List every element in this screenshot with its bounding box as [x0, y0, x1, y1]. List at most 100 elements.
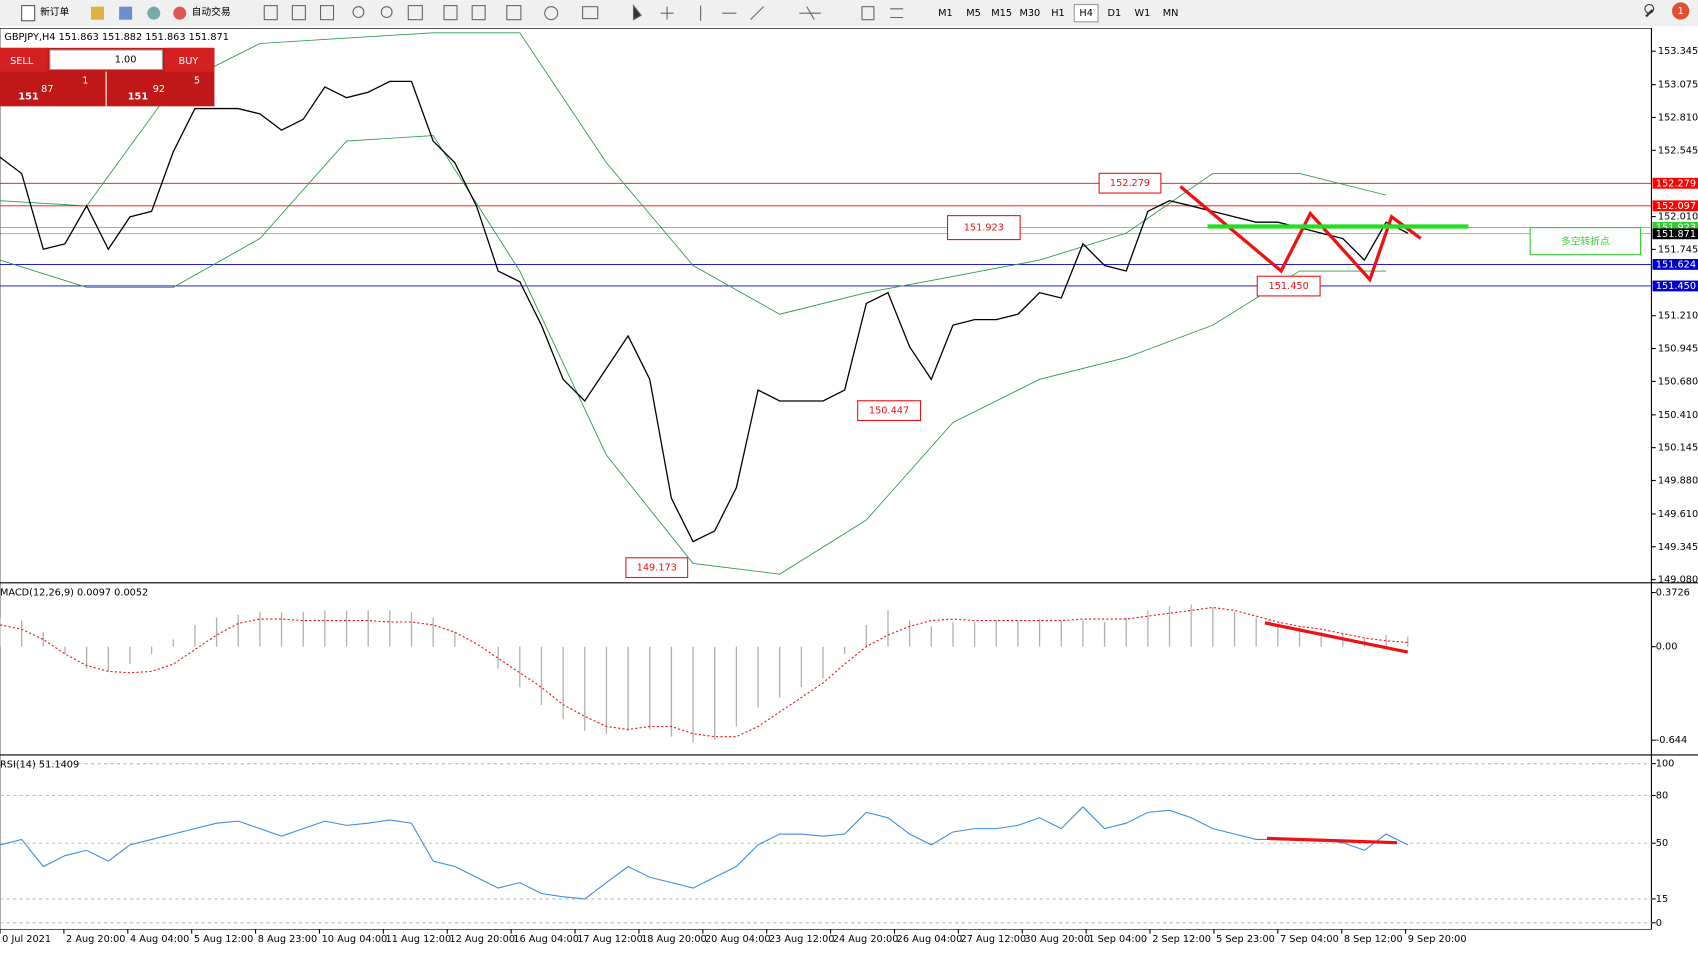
level-tag [1652, 200, 1698, 212]
annotation: 149.173 [637, 563, 677, 574]
ask-big: 151 [128, 92, 149, 103]
buy-button[interactable] [164, 47, 215, 72]
y-tick-label: 149.345 [1658, 542, 1698, 553]
new-order-button[interactable]: 新订单 [40, 5, 69, 18]
x-tick-label: 5 Aug 12:00 [194, 934, 253, 945]
auto-trading-button[interactable]: 自动交易 [192, 5, 231, 18]
level-tag [1652, 228, 1698, 240]
trade-panel: SELL 1.00 BUY 151 87 1 151 92 5 [0, 47, 215, 107]
bid-big: 151 [18, 92, 39, 103]
x-tick-label: 20 Aug 04:00 [705, 934, 771, 945]
timeframe-button[interactable]: MN [1163, 8, 1179, 19]
buy-label[interactable]: BUY [179, 56, 199, 67]
y-tick-label: 149.610 [1658, 509, 1698, 520]
pivot-note-box [1529, 227, 1642, 256]
y-tick-label: 15 [1656, 894, 1668, 905]
x-tick-label: 23 Aug 12:00 [769, 934, 835, 945]
lower-band [0, 135, 1387, 575]
y-tick-label: 153.075 [1658, 80, 1698, 91]
rsi-label: RSI(14) 51.1409 [0, 760, 79, 771]
level-label: 151.923 [1656, 222, 1696, 233]
x-tick-label: 18 Aug 20:00 [641, 934, 707, 945]
level-label: 151.871 [1656, 229, 1696, 240]
bid-pips: 87 [41, 84, 53, 95]
timeframe-button[interactable]: D1 [1107, 8, 1121, 19]
y-tick-label: 151.745 [1658, 244, 1698, 255]
chart-header: GBPJPY,H4 151.863 151.882 151.863 151.87… [4, 32, 229, 43]
toolbar-icons [263, 4, 904, 21]
level-label: 152.279 [1656, 178, 1696, 189]
lots-value[interactable]: 1.00 [115, 55, 137, 66]
x-tick-label: 5 Sep 23:00 [1216, 934, 1275, 945]
y-tick-label: 152.010 [1658, 212, 1698, 223]
annotation-box [1098, 172, 1162, 194]
sell-label[interactable]: SELL [10, 56, 34, 67]
icon[interactable] [173, 6, 187, 20]
x-tick-label: 2 Aug 20:00 [66, 934, 125, 945]
x-tick-label: 24 Aug 20:00 [833, 934, 899, 945]
y-tick-label: 50 [1656, 838, 1668, 849]
y-tick-label: 0 [1656, 918, 1662, 929]
icon[interactable] [147, 6, 161, 20]
timeframe-button[interactable]: M1 [938, 8, 953, 19]
level-tag [1652, 280, 1698, 292]
icon[interactable] [90, 6, 104, 20]
search-icon[interactable] [1644, 3, 1655, 14]
level-tag [1652, 259, 1698, 270]
y-tick-label: 150.410 [1658, 410, 1698, 421]
notification-count: 1 [1678, 6, 1684, 17]
timeframe-button[interactable]: M30 [1019, 8, 1040, 19]
x-tick-label: 11 Aug 12:00 [386, 934, 452, 945]
x-tick-label: 4 Aug 04:00 [130, 934, 189, 945]
y-tick-label: 153.345 [1658, 46, 1698, 57]
lots-input[interactable] [49, 49, 163, 71]
x-tick-label: 0 Jul 2021 [2, 934, 51, 945]
price-line [0, 80, 1409, 543]
y-tick-label: 150.680 [1658, 376, 1698, 387]
y-tick-label: 80 [1656, 790, 1668, 801]
level-label: 151.624 [1656, 259, 1696, 270]
upper-band [0, 32, 1387, 315]
x-tick-label: 8 Sep 12:00 [1344, 934, 1403, 945]
annotation: 152.279 [1110, 178, 1150, 189]
timeframe-button[interactable]: W1 [1135, 8, 1151, 19]
annotation-box [625, 557, 689, 579]
y-tick-label: 150.145 [1658, 443, 1698, 454]
y-tick-label: 149.080 [1658, 575, 1698, 586]
timeframe-button[interactable]: H4 [1079, 8, 1093, 19]
x-tick-label: 10 Aug 04:00 [322, 934, 388, 945]
timeframe-bar: M1 M5 M15 M30 H1 H4 D1 W1 MN [938, 3, 1179, 23]
annotation: 151.450 [1269, 281, 1309, 292]
toolbar [0, 0, 1698, 27]
annotation-box [947, 215, 1021, 241]
timeframe-button[interactable]: M15 [991, 8, 1012, 19]
x-tick-label: 7 Sep 04:00 [1280, 934, 1339, 945]
x-tick-label: 12 Aug 20:00 [449, 934, 515, 945]
timeframe-button[interactable]: M5 [966, 8, 981, 19]
sell-button[interactable] [0, 47, 48, 72]
ask-pips: 92 [153, 84, 165, 95]
y-tick-label: -0.644 [1656, 735, 1687, 746]
rsi-line [0, 806, 1409, 900]
x-tick-label: 17 Aug 12:00 [577, 934, 643, 945]
x-tick-label: 8 Aug 23:00 [258, 934, 317, 945]
annotation-box [1256, 275, 1321, 297]
y-tick-label: 151.210 [1658, 311, 1698, 322]
annotation: 151.923 [964, 223, 1004, 234]
timeframe-button[interactable]: H1 [1051, 8, 1065, 19]
notification-badge[interactable] [1672, 2, 1690, 20]
y-tick-label: 0.00 [1656, 642, 1678, 653]
annotation: 150.447 [869, 406, 909, 417]
level-tag [1652, 221, 1698, 233]
pivot-note: 多空转折点 [1561, 235, 1610, 248]
y-tick-label: 150.945 [1658, 344, 1698, 355]
y-tick-label: 152.810 [1658, 112, 1698, 123]
macd-signal [0, 606, 1408, 738]
macd-label: MACD(12,26,9) 0.0097 0.0052 [0, 588, 148, 599]
icon[interactable] [21, 5, 36, 22]
plot: 153.345 153.075 152.810 152.545 152.010 151.7… [0, 32, 1698, 945]
timeframe-active [1073, 3, 1099, 23]
bid-frac: 1 [82, 75, 88, 86]
icon[interactable] [119, 6, 133, 20]
